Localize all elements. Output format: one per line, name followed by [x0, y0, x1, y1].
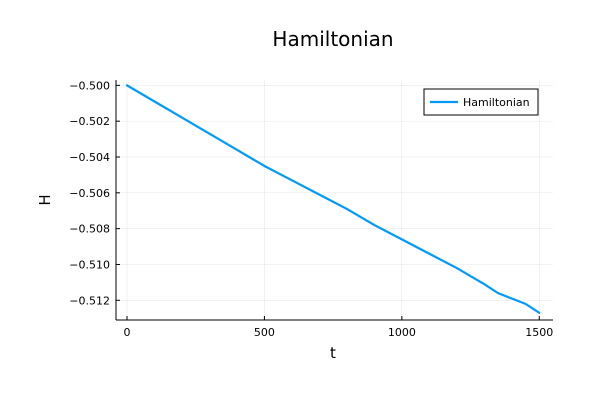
grid-layer	[116, 80, 553, 320]
x-tick-label: 1500	[525, 326, 553, 339]
x-tick-label: 1000	[388, 326, 416, 339]
y-axis-title: H	[36, 194, 54, 205]
legend-box	[423, 88, 539, 116]
y-tick-label: −0.504	[69, 151, 110, 164]
y-tick-label: −0.508	[69, 223, 110, 236]
y-tick-label: −0.506	[69, 187, 110, 200]
series-line-hamiltonian	[125, 84, 541, 314]
axis-layer: 0 500 1000 1500 −0.512 −0.510 −0.508 −0.506 −0.5…	[69, 79, 553, 339]
x-axis-title: t	[330, 344, 336, 362]
y-tick-label: −0.512	[69, 294, 110, 307]
x-tick-label: 0	[123, 326, 130, 339]
y-tick-label: −0.500	[69, 79, 110, 92]
chart-title: Hamiltonian	[272, 27, 393, 51]
legend-label-hamiltonian: Hamiltonian	[463, 96, 530, 109]
legend: Hamiltonian	[423, 88, 539, 116]
x-tick-label: 500	[254, 326, 275, 339]
y-tick-label: −0.510	[69, 258, 110, 271]
y-tick-label: −0.502	[69, 115, 110, 128]
series-layer	[125, 84, 541, 314]
